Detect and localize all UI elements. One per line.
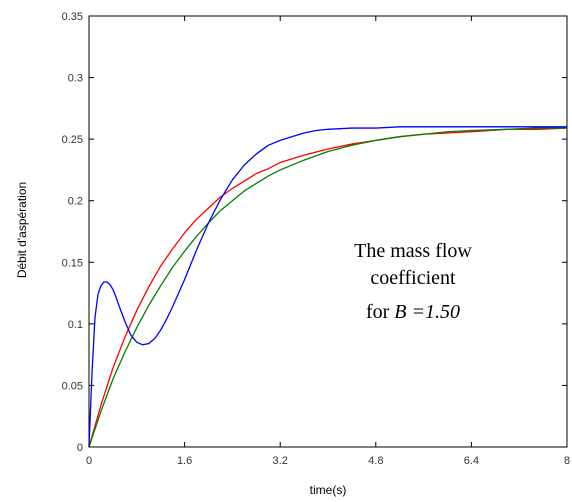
series-line-3 (88, 126, 567, 448)
plot-frame (88, 15, 568, 448)
y-tick-label: 0.15 (62, 257, 83, 269)
annotation-line-3: for B =1.50 (366, 301, 460, 323)
plot-area (88, 15, 568, 448)
annotation-text: The mass flow coefficient for B =1.50 (354, 240, 472, 323)
y-tick-label: 0.3 (68, 73, 83, 85)
x-tick-label: 1.6 (177, 455, 192, 467)
x-tick-label: 0 (86, 455, 92, 467)
y-tick-label: 0.2 (68, 196, 83, 208)
series-line-2 (88, 127, 567, 448)
axes: 0 1.6 3.2 4.8 6.4 8 0 0.05 0.1 0.15 0.2 0.25 0.3 0.35 (62, 11, 570, 467)
y-tick-label: 0.1 (68, 319, 83, 331)
x-axis-title: time(s) (310, 483, 347, 497)
y-tick-label: 0.25 (62, 134, 83, 146)
x-tick-label: 8 (564, 455, 570, 467)
x-tick-label: 3.2 (273, 455, 288, 467)
annotation-value: =1.50 (407, 301, 461, 323)
annotation-prefix: for (366, 301, 394, 323)
x-tick-label: 6.4 (464, 455, 479, 467)
y-tick-label: 0.35 (62, 11, 83, 23)
series-lines (88, 126, 568, 448)
y-tick-label: 0 (77, 442, 83, 454)
y-tick-label: 0.05 (62, 380, 83, 392)
annotation-line-1: The mass flow (354, 240, 472, 262)
y-axis-title: Débit d'aspération (15, 182, 29, 278)
x-tick-label: 4.8 (368, 455, 383, 467)
annotation-variable: B (394, 301, 406, 323)
annotation-line-2: coefficient (370, 267, 456, 289)
